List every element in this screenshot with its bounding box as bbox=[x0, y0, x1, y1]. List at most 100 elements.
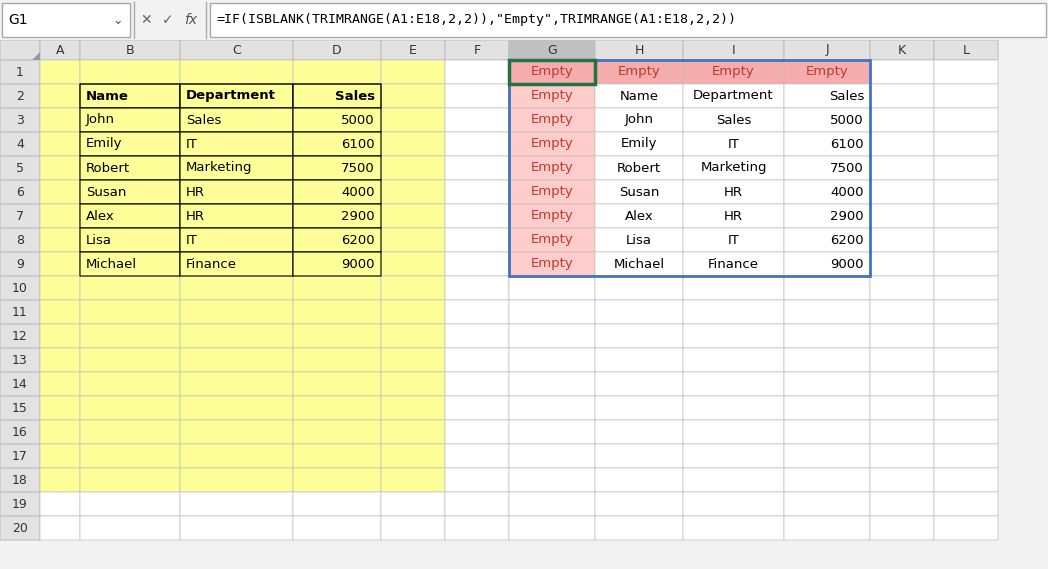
Text: 5000: 5000 bbox=[342, 113, 375, 126]
Bar bbox=[293, 132, 381, 156]
Text: F: F bbox=[474, 43, 481, 56]
Bar bbox=[180, 468, 293, 492]
Bar bbox=[381, 372, 445, 396]
Bar bbox=[445, 108, 509, 132]
Bar bbox=[683, 204, 784, 228]
Bar bbox=[509, 180, 595, 204]
Bar bbox=[180, 396, 293, 420]
Bar bbox=[80, 204, 180, 228]
Bar bbox=[509, 132, 595, 156]
Bar bbox=[870, 372, 934, 396]
Bar bbox=[381, 132, 445, 156]
Bar bbox=[293, 372, 381, 396]
Bar bbox=[509, 468, 595, 492]
Bar bbox=[595, 156, 683, 180]
Text: Michael: Michael bbox=[86, 258, 137, 270]
Text: HR: HR bbox=[724, 185, 743, 199]
Bar bbox=[683, 204, 784, 228]
Bar bbox=[683, 252, 784, 276]
Bar bbox=[293, 252, 381, 276]
Text: 10: 10 bbox=[13, 282, 28, 295]
Bar bbox=[80, 108, 180, 132]
Text: John: John bbox=[86, 113, 115, 126]
Bar bbox=[445, 252, 509, 276]
Bar bbox=[180, 228, 293, 252]
Bar bbox=[509, 204, 595, 228]
Bar bbox=[509, 84, 595, 108]
Text: IT: IT bbox=[185, 138, 198, 150]
Bar bbox=[595, 84, 683, 108]
Bar bbox=[293, 468, 381, 492]
Bar bbox=[934, 372, 998, 396]
Bar bbox=[293, 132, 381, 156]
Bar bbox=[80, 492, 180, 516]
Bar bbox=[80, 372, 180, 396]
Text: 3: 3 bbox=[16, 113, 24, 126]
Bar bbox=[80, 60, 180, 84]
Bar bbox=[870, 84, 934, 108]
Bar bbox=[595, 108, 683, 132]
Text: ✓: ✓ bbox=[162, 13, 174, 27]
Bar bbox=[293, 444, 381, 468]
Bar bbox=[784, 84, 870, 108]
Bar bbox=[445, 444, 509, 468]
Bar bbox=[80, 228, 180, 252]
Text: Finance: Finance bbox=[185, 258, 237, 270]
Bar bbox=[40, 396, 80, 420]
Bar bbox=[784, 516, 870, 540]
Text: Empty: Empty bbox=[530, 65, 573, 79]
Bar bbox=[934, 132, 998, 156]
Bar bbox=[0, 348, 40, 372]
Bar bbox=[445, 84, 509, 108]
Bar bbox=[0, 396, 40, 420]
Bar bbox=[595, 180, 683, 204]
Bar bbox=[381, 156, 445, 180]
Bar bbox=[509, 228, 595, 252]
Bar bbox=[683, 492, 784, 516]
Bar bbox=[683, 516, 784, 540]
Bar bbox=[180, 348, 293, 372]
Text: Alex: Alex bbox=[86, 209, 114, 222]
Bar bbox=[595, 40, 683, 60]
Bar bbox=[293, 60, 381, 84]
Bar bbox=[293, 252, 381, 276]
Bar bbox=[445, 348, 509, 372]
Bar bbox=[595, 60, 683, 84]
Bar bbox=[509, 252, 595, 276]
Bar bbox=[80, 420, 180, 444]
Bar bbox=[80, 180, 180, 204]
Bar bbox=[40, 276, 80, 300]
Bar bbox=[509, 84, 595, 108]
Bar bbox=[509, 324, 595, 348]
Bar bbox=[445, 60, 509, 84]
Bar bbox=[293, 84, 381, 108]
Bar bbox=[870, 204, 934, 228]
Text: 5000: 5000 bbox=[830, 113, 864, 126]
Bar bbox=[870, 492, 934, 516]
Text: 4000: 4000 bbox=[342, 185, 375, 199]
Bar bbox=[40, 84, 80, 108]
Text: 15: 15 bbox=[13, 402, 28, 414]
Bar bbox=[40, 444, 80, 468]
Bar bbox=[0, 252, 40, 276]
Bar bbox=[80, 276, 180, 300]
Bar bbox=[934, 396, 998, 420]
Bar bbox=[784, 252, 870, 276]
Bar bbox=[509, 156, 595, 180]
Text: E: E bbox=[409, 43, 417, 56]
Bar bbox=[784, 396, 870, 420]
Bar bbox=[509, 492, 595, 516]
Bar bbox=[40, 132, 80, 156]
Bar bbox=[80, 108, 180, 132]
Bar bbox=[2, 3, 130, 37]
Polygon shape bbox=[32, 52, 40, 60]
Text: Empty: Empty bbox=[713, 65, 755, 79]
Text: Susan: Susan bbox=[86, 185, 127, 199]
Text: 2: 2 bbox=[16, 89, 24, 102]
Bar bbox=[180, 228, 293, 252]
Bar bbox=[40, 300, 80, 324]
Bar bbox=[595, 228, 683, 252]
Bar bbox=[934, 108, 998, 132]
Bar bbox=[445, 372, 509, 396]
Bar bbox=[0, 228, 40, 252]
